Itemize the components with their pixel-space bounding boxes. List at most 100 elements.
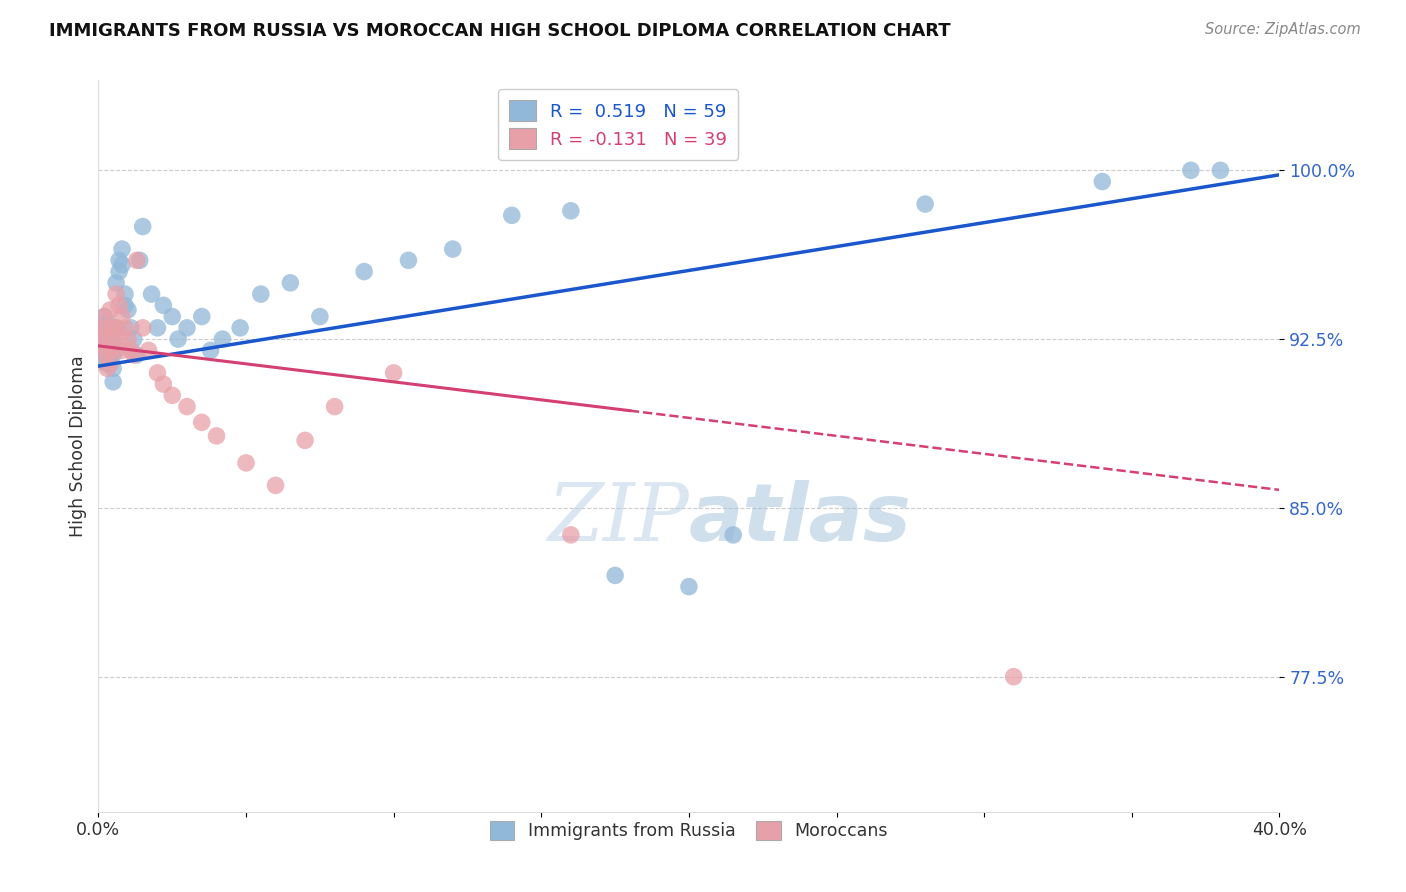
- Point: [90, 332, 112, 346]
- Point: [441, 242, 464, 256]
- Point: [93, 310, 115, 324]
- Point: [128, 253, 150, 268]
- Point: [96, 330, 118, 344]
- Point: [501, 208, 523, 222]
- Point: [138, 343, 160, 358]
- Point: [105, 321, 128, 335]
- Point: [678, 580, 700, 594]
- Point: [90, 339, 112, 353]
- Point: [141, 287, 163, 301]
- Point: [111, 310, 134, 324]
- Point: [152, 298, 174, 312]
- Point: [1209, 163, 1232, 178]
- Point: [98, 357, 121, 371]
- Point: [96, 321, 118, 335]
- Point: [229, 321, 252, 335]
- Point: [114, 287, 136, 301]
- Point: [93, 348, 115, 362]
- Point: [117, 302, 139, 317]
- Point: [914, 197, 936, 211]
- Point: [294, 434, 316, 448]
- Point: [280, 276, 302, 290]
- Point: [120, 321, 142, 335]
- Point: [560, 528, 582, 542]
- Point: [122, 332, 145, 346]
- Point: [1180, 163, 1202, 178]
- Point: [309, 310, 332, 324]
- Y-axis label: High School Diploma: High School Diploma: [69, 355, 87, 537]
- Point: [125, 348, 148, 362]
- Point: [1091, 175, 1114, 189]
- Point: [105, 321, 128, 335]
- Point: [96, 357, 118, 371]
- Point: [96, 343, 118, 358]
- Point: [125, 253, 148, 268]
- Point: [323, 400, 346, 414]
- Point: [191, 310, 214, 324]
- Point: [108, 264, 131, 278]
- Legend: Immigrants from Russia, Moroccans: Immigrants from Russia, Moroccans: [482, 814, 896, 847]
- Point: [382, 366, 405, 380]
- Point: [205, 429, 228, 443]
- Point: [105, 276, 128, 290]
- Point: [103, 321, 125, 335]
- Point: [90, 343, 112, 358]
- Text: ZIP: ZIP: [547, 481, 689, 558]
- Point: [398, 253, 420, 268]
- Point: [103, 348, 125, 362]
- Point: [111, 258, 134, 272]
- Point: [98, 352, 121, 367]
- Point: [1002, 670, 1025, 684]
- Point: [93, 326, 115, 340]
- Point: [191, 416, 214, 430]
- Point: [98, 302, 121, 317]
- Point: [103, 361, 125, 376]
- Text: atlas: atlas: [689, 480, 911, 558]
- Point: [90, 321, 112, 335]
- Point: [98, 339, 121, 353]
- Text: Source: ZipAtlas.com: Source: ZipAtlas.com: [1205, 22, 1361, 37]
- Point: [103, 375, 125, 389]
- Point: [146, 321, 169, 335]
- Point: [176, 321, 198, 335]
- Point: [162, 388, 183, 402]
- Point: [117, 332, 139, 346]
- Point: [108, 330, 131, 344]
- Point: [176, 400, 198, 414]
- Point: [98, 332, 121, 346]
- Point: [250, 287, 273, 301]
- Point: [120, 343, 142, 358]
- Point: [96, 316, 118, 330]
- Point: [93, 330, 115, 344]
- Point: [114, 298, 136, 312]
- Point: [235, 456, 257, 470]
- Point: [605, 568, 627, 582]
- Point: [111, 343, 134, 358]
- Point: [96, 343, 118, 358]
- Point: [93, 348, 115, 362]
- Point: [723, 528, 745, 542]
- Point: [96, 361, 118, 376]
- Point: [264, 478, 287, 492]
- Point: [122, 348, 145, 362]
- Point: [152, 377, 174, 392]
- Point: [98, 326, 121, 340]
- Point: [105, 343, 128, 358]
- Point: [146, 366, 169, 380]
- Point: [111, 242, 134, 256]
- Point: [103, 334, 125, 349]
- Point: [167, 332, 190, 346]
- Point: [93, 310, 115, 324]
- Point: [560, 203, 582, 218]
- Point: [162, 310, 183, 324]
- Point: [108, 253, 131, 268]
- Point: [105, 287, 128, 301]
- Point: [132, 321, 155, 335]
- Point: [114, 321, 136, 335]
- Point: [90, 321, 112, 335]
- Point: [103, 343, 125, 358]
- Point: [108, 298, 131, 312]
- Point: [93, 339, 115, 353]
- Point: [353, 264, 375, 278]
- Point: [211, 332, 233, 346]
